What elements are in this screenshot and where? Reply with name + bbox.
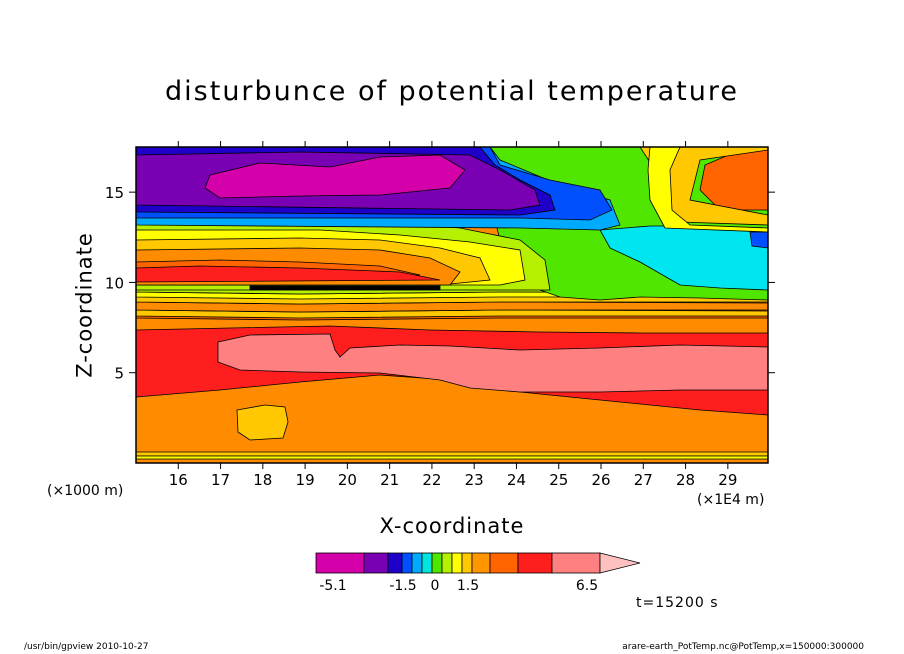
colorbar-segment xyxy=(411,552,423,574)
x-tick-label: 19 xyxy=(296,471,315,489)
colorbar-segment xyxy=(441,552,453,574)
band-salmon xyxy=(217,333,768,393)
y-tick-label: 5 xyxy=(114,365,124,383)
colorbar-segment xyxy=(451,552,463,574)
y-tick-label: 10 xyxy=(105,274,124,292)
colorbar-label: 1.5 xyxy=(457,578,479,594)
time-label: t=15200 s xyxy=(636,595,719,611)
region-blue-right xyxy=(749,231,768,249)
x-axis-label: X-coordinate xyxy=(379,514,525,538)
x-unit-left: (×1000 m) xyxy=(47,483,124,499)
y-ticks: 5 10 15 xyxy=(105,184,775,383)
colorbar-segment xyxy=(401,552,413,574)
band-gold-patch xyxy=(236,404,289,441)
x-tick-label: 18 xyxy=(253,471,272,489)
colorbar-label: -1.5 xyxy=(389,578,416,594)
region-yellow-topright xyxy=(647,147,768,233)
x-tick-label: 22 xyxy=(422,471,441,489)
colorbar-segment xyxy=(489,552,519,574)
colorbar: -5.1 -1.5 0 1.5 6.5 xyxy=(315,552,641,594)
x-ticks: 16 17 18 19 20 21 22 23 24 25 26 27 28 29 xyxy=(169,141,737,489)
colorbar-label: -5.1 xyxy=(319,578,346,594)
x-tick-label: 26 xyxy=(591,471,610,489)
colorbar-label: 0 xyxy=(431,578,440,594)
x-tick-label: 21 xyxy=(380,471,399,489)
x-tick-label: 16 xyxy=(169,471,188,489)
chart-title: disturbunce of potential temperature xyxy=(165,76,739,107)
x-tick-label: 28 xyxy=(676,471,695,489)
x-unit-right: (×1E4 m) xyxy=(697,492,765,508)
colorbar-segment xyxy=(461,552,473,574)
colorbar-triangle xyxy=(599,552,641,574)
bottom-layer-1 xyxy=(136,451,768,457)
colorbar-segment xyxy=(551,552,601,574)
plot-frame xyxy=(135,146,769,464)
colorbar-segment xyxy=(431,552,443,574)
x-tick-label: 24 xyxy=(507,471,526,489)
bottom-layer-2 xyxy=(136,455,768,460)
y-tick-label: 15 xyxy=(105,184,124,202)
x-tick-label: 25 xyxy=(549,471,568,489)
colorbar-segment xyxy=(363,552,389,574)
footer-right: arare-earth_PotTemp.nc@PotTemp,x=150000:… xyxy=(622,642,864,652)
x-tick-label: 29 xyxy=(718,471,737,489)
x-tick-label: 20 xyxy=(338,471,357,489)
region-magenta xyxy=(204,154,466,199)
colorbar-segment xyxy=(315,552,365,574)
x-tick-label: 17 xyxy=(211,471,230,489)
footer-left: /usr/bin/gpview 2010-10-27 xyxy=(24,642,149,652)
colorbar-segment xyxy=(517,552,553,574)
colorbar-segment xyxy=(421,552,433,574)
colorbar-segment xyxy=(387,552,403,574)
colorbar-segment xyxy=(471,552,491,574)
strip-red xyxy=(136,265,441,283)
contour-field xyxy=(136,147,768,463)
colorbar-label: 6.5 xyxy=(576,578,598,594)
x-tick-label: 27 xyxy=(634,471,653,489)
x-tick-label: 23 xyxy=(465,471,484,489)
strip-black xyxy=(249,285,441,291)
